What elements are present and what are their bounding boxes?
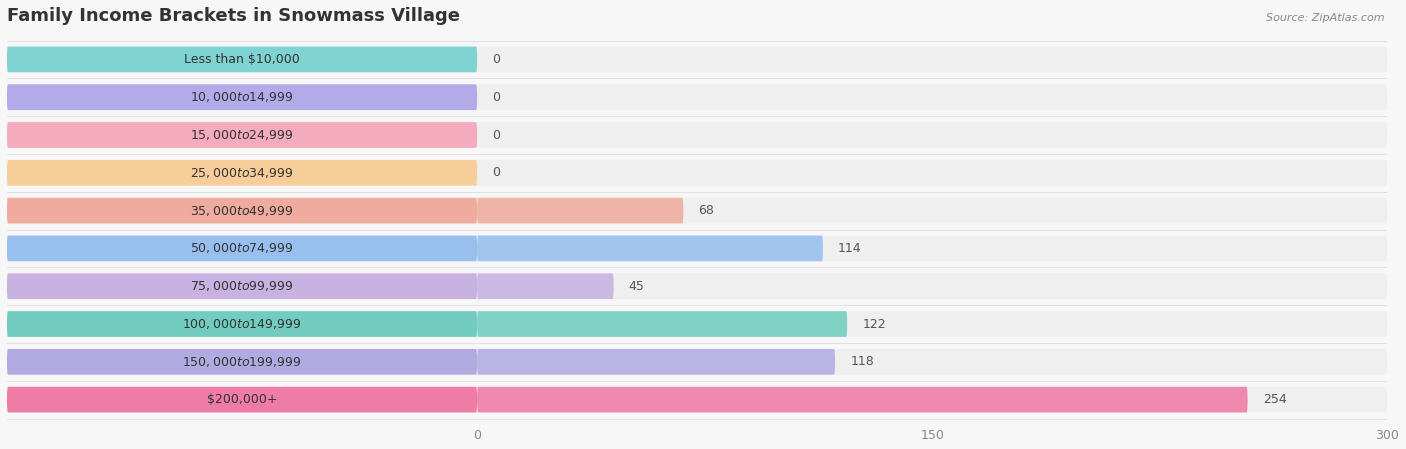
FancyBboxPatch shape [7,47,477,72]
Text: 0: 0 [492,166,501,179]
Text: $75,000 to $99,999: $75,000 to $99,999 [190,279,294,293]
Text: 122: 122 [862,317,886,330]
Text: 254: 254 [1263,393,1286,406]
Text: $25,000 to $34,999: $25,000 to $34,999 [190,166,294,180]
FancyBboxPatch shape [7,387,1388,413]
Text: $15,000 to $24,999: $15,000 to $24,999 [190,128,294,142]
Text: $200,000+: $200,000+ [207,393,277,406]
FancyBboxPatch shape [477,198,683,224]
Text: 114: 114 [838,242,862,255]
FancyBboxPatch shape [7,84,477,110]
FancyBboxPatch shape [7,311,1388,337]
FancyBboxPatch shape [477,349,835,374]
FancyBboxPatch shape [7,160,1388,186]
Text: Source: ZipAtlas.com: Source: ZipAtlas.com [1267,13,1385,23]
FancyBboxPatch shape [7,387,477,413]
Text: Family Income Brackets in Snowmass Village: Family Income Brackets in Snowmass Villa… [7,7,460,25]
FancyBboxPatch shape [7,198,1388,224]
FancyBboxPatch shape [7,273,1388,299]
FancyBboxPatch shape [7,84,1388,110]
FancyBboxPatch shape [7,160,477,186]
FancyBboxPatch shape [7,273,477,299]
Text: 0: 0 [492,128,501,141]
Text: $150,000 to $199,999: $150,000 to $199,999 [183,355,302,369]
Text: Less than $10,000: Less than $10,000 [184,53,299,66]
Text: 118: 118 [851,355,875,368]
Text: $100,000 to $149,999: $100,000 to $149,999 [183,317,302,331]
Text: 0: 0 [492,91,501,104]
FancyBboxPatch shape [7,349,477,374]
FancyBboxPatch shape [477,273,613,299]
FancyBboxPatch shape [7,122,477,148]
FancyBboxPatch shape [477,311,848,337]
FancyBboxPatch shape [7,47,1388,72]
FancyBboxPatch shape [477,387,1247,413]
Text: $50,000 to $74,999: $50,000 to $74,999 [190,242,294,255]
FancyBboxPatch shape [7,236,477,261]
FancyBboxPatch shape [477,236,823,261]
FancyBboxPatch shape [7,236,1388,261]
Text: $35,000 to $49,999: $35,000 to $49,999 [190,203,294,218]
Text: $10,000 to $14,999: $10,000 to $14,999 [190,90,294,104]
Text: 68: 68 [699,204,714,217]
FancyBboxPatch shape [7,311,477,337]
FancyBboxPatch shape [7,122,1388,148]
Text: 0: 0 [492,53,501,66]
Text: 45: 45 [628,280,645,293]
FancyBboxPatch shape [7,349,1388,374]
FancyBboxPatch shape [7,198,477,224]
